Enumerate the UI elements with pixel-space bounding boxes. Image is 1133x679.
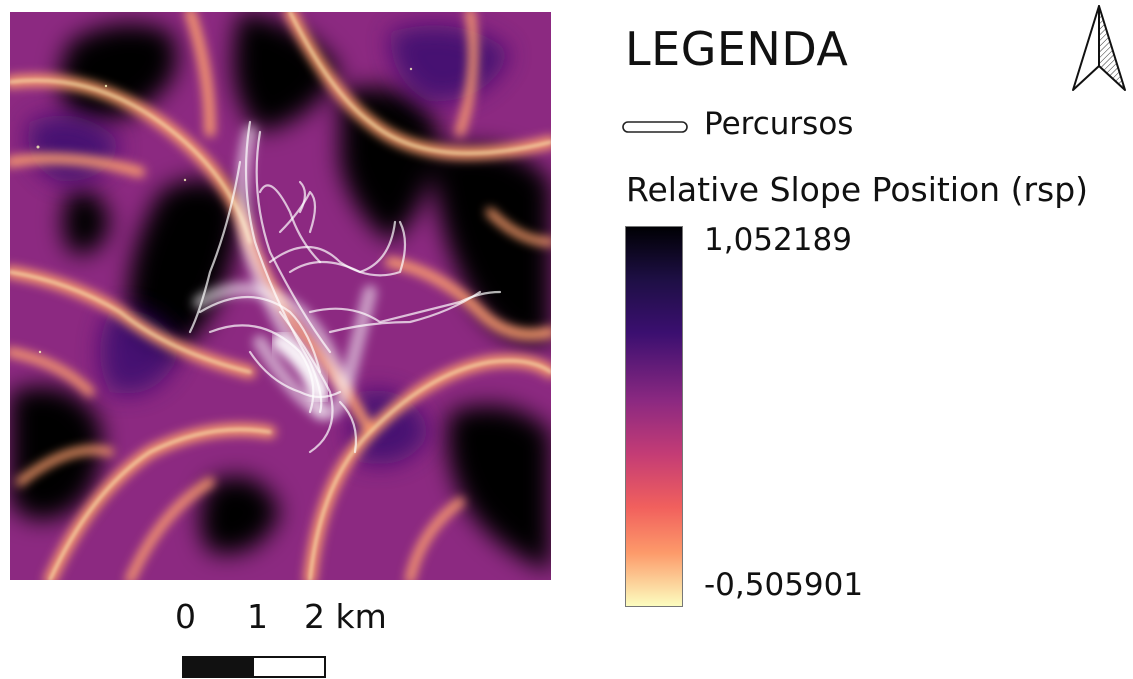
track — [198, 296, 322, 374]
track — [268, 220, 407, 277]
ridge-areas — [10, 12, 551, 572]
ridge-area — [447, 405, 551, 572]
track — [278, 190, 317, 234]
scale-segment-black — [184, 658, 254, 676]
north-arrow-icon — [1068, 4, 1130, 94]
track — [193, 282, 347, 389]
ramp-max-label: 1,052189 — [704, 222, 852, 258]
track — [298, 180, 307, 214]
legend-item-percursos: Percursos — [704, 106, 854, 142]
track-symbol-icon — [622, 118, 688, 133]
ridge-area — [62, 190, 110, 254]
ridge-area — [430, 146, 551, 344]
slope-raster — [10, 12, 551, 580]
track — [278, 310, 334, 454]
ridge-area — [10, 386, 102, 520]
track — [288, 220, 397, 274]
ridge-area — [233, 12, 340, 132]
scale-label-2: 2 km — [304, 597, 387, 636]
map-frame[interactable] — [10, 12, 551, 580]
track — [255, 130, 332, 354]
ridge-area — [200, 476, 280, 554]
track — [253, 285, 377, 421]
color-ramp — [625, 226, 683, 607]
track — [188, 160, 242, 334]
scale-label-0: 0 — [175, 597, 196, 636]
scale-label-1: 1 — [247, 597, 268, 636]
track — [338, 400, 358, 454]
ridge-area — [60, 24, 177, 120]
track-hotspot — [271, 333, 329, 401]
tracks-layer — [188, 120, 502, 454]
ridge-area — [128, 179, 240, 352]
scale-segment-white — [254, 658, 324, 676]
track — [328, 290, 482, 334]
raster-noise — [36, 67, 413, 354]
track — [258, 184, 322, 264]
ramp-min-label: -0,505901 — [704, 567, 864, 603]
scale-bar — [182, 656, 326, 678]
upper-slope-areas — [28, 25, 510, 464]
raster-legend-title: Relative Slope Position (rsp) — [626, 170, 1089, 209]
track — [308, 290, 502, 324]
ridge-area — [340, 87, 440, 242]
valley-floors — [10, 12, 551, 580]
legend-title: LEGENDA — [625, 22, 849, 76]
